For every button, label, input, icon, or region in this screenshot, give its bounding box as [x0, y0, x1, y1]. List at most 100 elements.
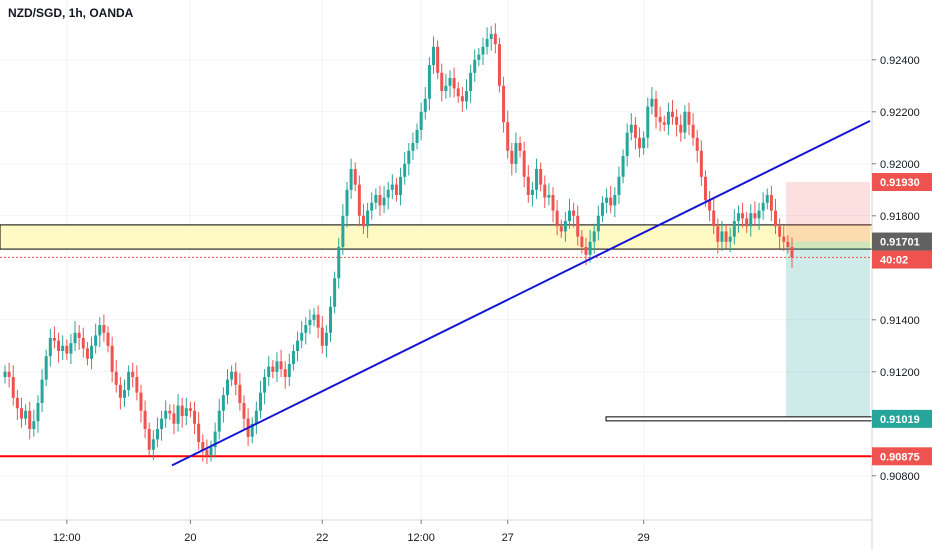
candle-body [485, 39, 489, 47]
candle-body [263, 377, 267, 393]
price-badge [872, 232, 932, 251]
x-tick-label: 27 [502, 532, 514, 544]
candle-body [605, 197, 609, 203]
candle-body [361, 215, 365, 227]
candle-body [407, 150, 411, 164]
candle-body [168, 410, 172, 414]
candle-body [390, 184, 394, 190]
candle-body [592, 231, 596, 242]
candle-body [118, 384, 122, 398]
candle-body [518, 143, 522, 151]
candle-body [353, 169, 357, 185]
candle-body [366, 210, 370, 227]
candle-body [563, 221, 567, 232]
candle-body [271, 366, 275, 372]
candle-body [127, 371, 131, 390]
candle-body [600, 202, 604, 216]
candle-body [646, 106, 650, 138]
target-level-box [605, 416, 873, 422]
candle-body [110, 345, 114, 372]
candle-body [73, 332, 77, 344]
candle-body [24, 410, 28, 419]
candle-body [769, 195, 773, 211]
candle-body [94, 335, 98, 346]
candle-body [258, 392, 262, 411]
candle-body [374, 195, 378, 203]
candle-body [357, 184, 361, 216]
candle-body [300, 332, 304, 341]
candle-body [226, 379, 230, 396]
candle-body [724, 231, 728, 242]
trendline [171, 120, 871, 467]
candle-body [576, 215, 580, 237]
candle-body [40, 379, 44, 403]
candle-body [32, 421, 36, 429]
take-profit-zone [786, 241, 870, 419]
candle-body [617, 176, 621, 195]
candle-body [436, 46, 440, 73]
candle-body [19, 408, 23, 419]
candle-body [522, 150, 526, 177]
price-badge [872, 250, 932, 269]
candle-body [547, 195, 551, 198]
candle-body [337, 247, 341, 279]
candle-body [753, 213, 757, 219]
candle-body [654, 98, 658, 117]
candle-body [588, 241, 592, 255]
candle-body [502, 85, 506, 123]
y-tick-label: 0.91200 [880, 367, 920, 379]
candle-body [679, 124, 683, 133]
candle-body [188, 408, 192, 411]
candle-body [135, 377, 139, 393]
candle-body [283, 369, 287, 377]
candle-body [147, 429, 151, 450]
candle-body [633, 124, 637, 138]
candle-body [489, 33, 493, 39]
candle-body [329, 306, 333, 333]
candle-body [90, 345, 94, 359]
candle-body [312, 314, 316, 320]
candle-body [205, 449, 209, 455]
candle-body [143, 410, 147, 429]
candle-body [11, 377, 15, 398]
y-tick-label: 0.92000 [880, 159, 920, 171]
candle-body [473, 59, 477, 73]
candle-body [584, 247, 588, 255]
candle-body [629, 124, 633, 133]
candle-body [139, 392, 143, 411]
candle-body [448, 78, 452, 86]
candle-body [535, 169, 539, 190]
candle-body [419, 111, 423, 130]
time-axis-background [0, 520, 932, 550]
candle-body [36, 403, 40, 422]
candle-body [81, 338, 85, 349]
candle-body [234, 371, 238, 385]
candle-body [625, 132, 629, 156]
candle-body [621, 156, 625, 177]
price-badge [872, 409, 932, 428]
candle-body [675, 117, 679, 125]
candle-body [57, 340, 61, 351]
candle-body [61, 345, 65, 351]
candle-body [394, 184, 398, 195]
y-tick-label: 0.91800 [880, 211, 920, 223]
candle-body [254, 410, 258, 424]
candle-body [671, 111, 675, 117]
candle-body [69, 343, 73, 354]
candle-body [415, 130, 419, 143]
candle-body [440, 72, 444, 91]
candle-body [497, 44, 501, 86]
candle-body [609, 197, 613, 206]
candle-body [238, 384, 242, 403]
candle-body [699, 150, 703, 177]
candle-body [180, 405, 184, 416]
candle-body [296, 340, 300, 351]
candle-body [324, 332, 328, 346]
candle-body [275, 361, 279, 372]
candle-body [638, 137, 642, 149]
candle-body [114, 371, 118, 385]
candle-body [230, 371, 234, 380]
candle-body [452, 78, 456, 89]
